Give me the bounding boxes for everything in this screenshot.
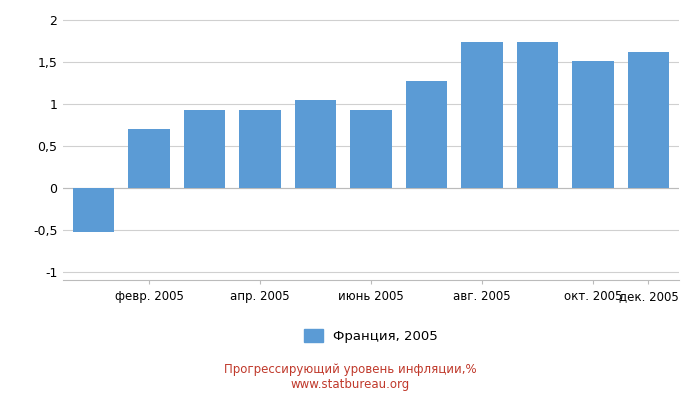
Bar <box>128 129 170 188</box>
Text: www.statbureau.org: www.statbureau.org <box>290 378 410 391</box>
Bar <box>628 52 669 188</box>
Bar <box>517 42 559 188</box>
Bar <box>350 110 392 188</box>
Bar <box>183 110 225 188</box>
Text: Прогрессирующий уровень инфляции,%: Прогрессирующий уровень инфляции,% <box>224 364 476 376</box>
Bar <box>295 100 336 188</box>
Bar <box>461 42 503 188</box>
Legend: Франция, 2005: Франция, 2005 <box>299 324 443 348</box>
Bar <box>73 188 114 232</box>
Bar <box>406 81 447 188</box>
Bar <box>239 110 281 188</box>
Bar <box>572 62 614 188</box>
